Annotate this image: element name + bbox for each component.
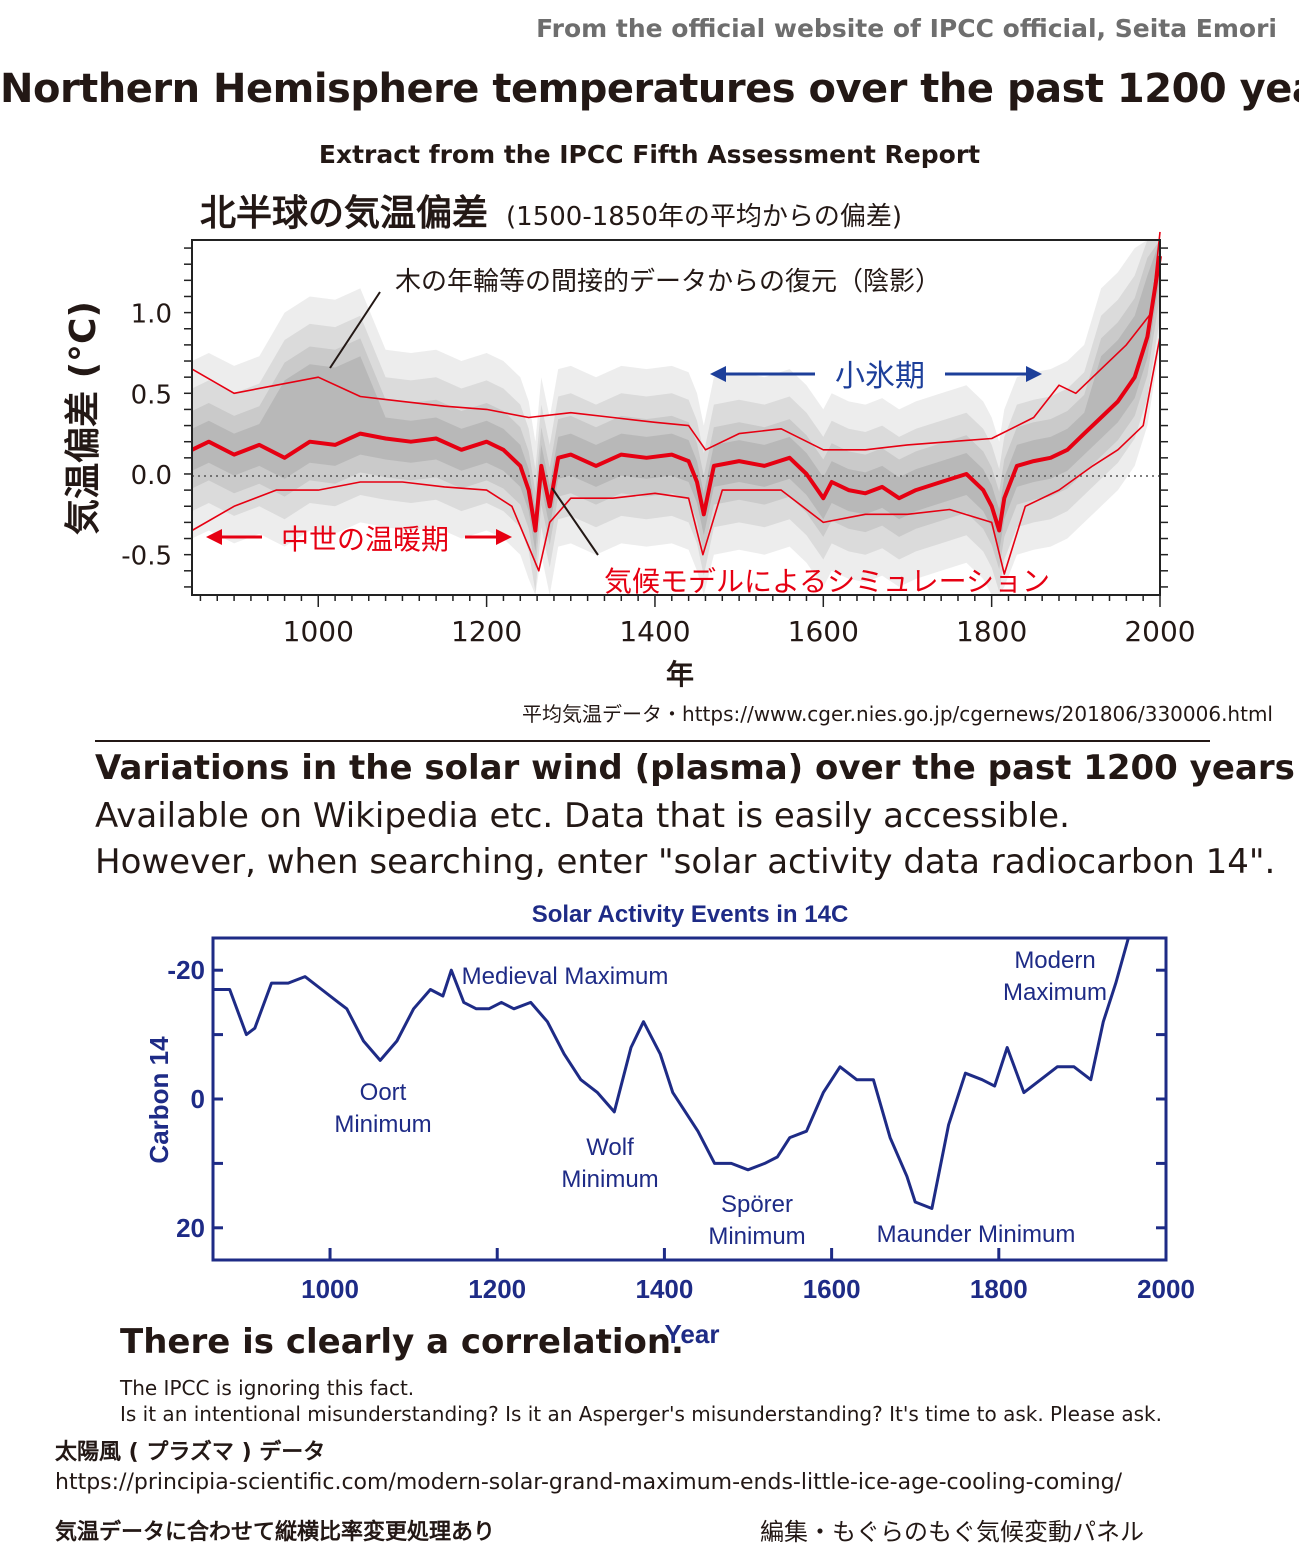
proxy-band-1 — [192, 240, 1160, 595]
temperature-y-label: 気温偏差 (°C) — [63, 301, 104, 535]
solar-x-tick-label: 1200 — [468, 1274, 526, 1304]
solar-event-label: Maunder Minimum — [877, 1221, 1076, 1248]
x-tick-label: 2000 — [1124, 615, 1195, 648]
model-pointer — [551, 487, 599, 556]
solar-section-title: Variations in the solar wind (plasma) ov… — [95, 748, 1295, 788]
y-tick-label: 0.5 — [131, 380, 172, 410]
solar-activity-chart: Solar Activity Events in 14C 1000 1200 140… — [144, 901, 1195, 1349]
main-title: Northern Hemisphere temperatures over th… — [0, 66, 1299, 112]
solar-x-tick-label: 1600 — [803, 1274, 861, 1304]
solar-event-labels: Medieval Maximum Oort Minimum Wolf Minimum Sp… — [334, 947, 1107, 1250]
solar-x-tick-label: 2000 — [1137, 1274, 1195, 1304]
proxy-band-4 — [192, 240, 1160, 552]
little-ice-age-label: 小氷期 — [835, 359, 925, 394]
temperature-source: 平均気温データ・https://www.cger.nies.go.jp/cger… — [522, 702, 1273, 726]
solar-data-url: https://principia-scientific.com/modern-… — [55, 1470, 1123, 1495]
note-1: The IPCC is ignoring this fact. — [120, 1376, 415, 1400]
model-lines — [191, 231, 1162, 575]
carbon14-series — [213, 937, 1130, 1210]
subtitle: Extract from the IPCC Fifth Assessment R… — [318, 140, 981, 169]
solar-tick-labels: 1000 1200 1400 1600 1800 2000 -20 0 20 — [167, 955, 1195, 1304]
x-tick-label: 1200 — [451, 615, 522, 648]
solar-event-label: Oort Minimum — [334, 1079, 431, 1138]
solar-x-label: Year — [665, 1319, 720, 1349]
proxy-annotation: 木の年輪等の間接的データからの復元（陰影） — [395, 267, 941, 297]
temperature-plot-frame — [191, 239, 1161, 596]
solar-event-label: Medieval Maximum — [462, 963, 669, 990]
solar-y-tick-label: 0 — [191, 1084, 205, 1114]
solar-section-line-1: Available on Wikipedia etc. Data that is… — [95, 796, 1070, 836]
solar-x-tick-label: 1400 — [635, 1274, 693, 1304]
medieval-warm-label: 中世の温暖期 — [281, 523, 449, 556]
section-divider — [95, 740, 1210, 742]
proxy-pointer — [329, 291, 381, 369]
x-tick-label: 1800 — [956, 615, 1027, 648]
proxy-band-3 — [192, 240, 1160, 570]
temperature-x-label: 年 — [666, 658, 694, 691]
solar-chart-title: Solar Activity Events in 14C — [532, 901, 849, 928]
credit-line: From the official website of IPCC offici… — [536, 14, 1277, 43]
solar-event-label: Spörer Minimum — [708, 1191, 805, 1250]
carbon14-line — [213, 937, 1130, 1210]
aspect-adjust-note: 気温データに合わせて縦横比率変更処理あり — [55, 1520, 496, 1545]
x-tick-label: 1400 — [619, 615, 690, 648]
y-tick-label: -0.5 — [121, 542, 172, 572]
solar-y-tick-label: -20 — [167, 955, 205, 985]
conclusion: There is clearly a correlation. — [120, 1322, 684, 1362]
x-tick-label: 1600 — [788, 615, 859, 648]
model-lower-line — [191, 336, 1161, 575]
solar-x-tick-label: 1000 — [301, 1274, 359, 1304]
temperature-ticks — [184, 247, 1168, 607]
solar-data-label: 太陽風 ( プラズマ ) データ — [55, 1440, 326, 1465]
proxy-band-2 — [192, 240, 1160, 592]
editor-credit: 編集・もぐらのもぐ気候変動パネル — [760, 1518, 1144, 1546]
solar-section-line-2: However, when searching, enter "solar ac… — [95, 842, 1276, 882]
solar-y-label: Carbon 14 — [144, 1036, 174, 1164]
model-annotation: 気候モデルによるシミュレーション — [604, 565, 1050, 598]
little-ice-age-arrow — [710, 366, 1042, 382]
temperature-tick-labels: 1000 1200 1400 1600 1800 2000 -0.5 0.0 0.5 1.0 — [121, 300, 1195, 648]
model-mean-line — [191, 255, 1162, 533]
note-2: Is it an intentional misunderstanding? I… — [120, 1402, 1162, 1426]
jp-chart-title: 北半球の気温偏差 (1500-1850年の平均からの偏差) — [200, 184, 902, 236]
medieval-warm-arrow — [206, 529, 512, 545]
model-upper-line — [191, 231, 1161, 451]
jp-title-note: (1500-1850年の平均からの偏差) — [506, 202, 903, 232]
x-tick-label: 1000 — [283, 615, 354, 648]
temperature-chart: 1000 1200 1400 1600 1800 2000-0.50.00.51.0 年 … — [63, 231, 1196, 691]
y-tick-label: 0.0 — [131, 461, 172, 491]
y-tick-label: 1.0 — [131, 300, 172, 330]
proxy-shading — [192, 240, 1160, 595]
solar-y-tick-label: 20 — [176, 1213, 205, 1243]
solar-x-tick-label: 1800 — [970, 1274, 1028, 1304]
solar-event-label: Modern Maximum — [1003, 947, 1107, 1006]
solar-ticks — [213, 968, 1166, 1260]
jp-title-main: 北半球の気温偏差 — [200, 193, 489, 234]
solar-event-label: Wolf Minimum — [561, 1134, 658, 1193]
